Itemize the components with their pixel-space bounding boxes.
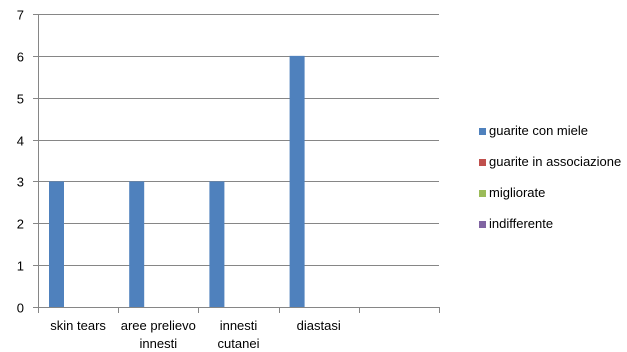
y-tick-label: 3 [17, 175, 24, 190]
legend: guarite con miele guarite in associazion… [479, 122, 624, 246]
legend-item-indifferente: indifferente [479, 215, 624, 237]
x-tick-label: aree prelievo innesti [121, 318, 196, 351]
x-tick-label: innesti cutanei [218, 318, 260, 351]
legend-item-guarite-con-miele: guarite con miele [479, 122, 624, 144]
bars [49, 55, 305, 307]
y-tick-label: 5 [17, 92, 24, 107]
gridlines [38, 14, 439, 266]
y-tick-label: 7 [17, 8, 24, 23]
legend-label: indifferente [489, 216, 554, 231]
legend-label: guarite in associazione [489, 154, 622, 169]
legend-item-guarite-in-associazione: guarite in associazione [479, 153, 624, 175]
legend-item-migliorate: migliorate [479, 184, 624, 206]
x-axis-ticks: skin tears aree prelievo innesti innesti cut… [38, 307, 440, 351]
y-axis-ticks: 0 1 2 3 4 5 6 7 [17, 8, 38, 316]
x-tick-label: skin tears [50, 318, 106, 333]
y-tick-label: 0 [17, 301, 24, 316]
legend-swatch [479, 190, 486, 197]
y-tick-label: 4 [17, 134, 24, 149]
y-tick-label: 1 [17, 259, 24, 274]
legend-label: guarite con miele [489, 123, 588, 138]
legend-label: migliorate [489, 185, 546, 200]
bar [49, 181, 64, 307]
legend-swatch [479, 128, 486, 135]
bar [129, 181, 145, 307]
bar [289, 55, 305, 307]
axes [38, 14, 439, 308]
y-tick-label: 6 [17, 50, 24, 65]
bar [209, 181, 225, 307]
x-tick-label: diastasi [297, 318, 341, 333]
legend-swatch [479, 221, 486, 228]
legend-swatch [479, 159, 486, 166]
y-tick-label: 2 [17, 217, 24, 232]
